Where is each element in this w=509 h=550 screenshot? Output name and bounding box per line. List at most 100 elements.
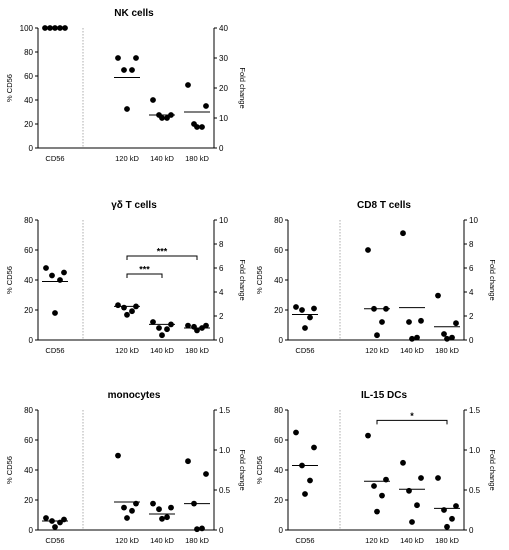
right-axis-label: Fold change xyxy=(238,259,247,300)
data-point xyxy=(379,492,385,499)
category-label: CD56 xyxy=(45,154,64,163)
data-point xyxy=(365,247,371,253)
right-tick-label: 1.5 xyxy=(219,406,231,415)
data-point xyxy=(185,458,191,465)
left-tick-label: 40 xyxy=(274,276,283,285)
right-tick-label: 0 xyxy=(219,526,224,535)
data-point xyxy=(449,515,455,522)
data-point xyxy=(379,319,385,325)
right-tick-label: 10 xyxy=(469,216,478,225)
data-point xyxy=(307,477,313,484)
left-tick-label: 40 xyxy=(274,466,283,475)
data-point xyxy=(164,326,170,333)
left-tick-label: 80 xyxy=(24,48,33,57)
left-axis-label: % CD56 xyxy=(5,266,14,294)
data-point xyxy=(185,82,191,88)
panel-title: CD8 T cells xyxy=(357,200,411,211)
category-label: 120 kD xyxy=(365,346,389,355)
category-label: 140 kD xyxy=(400,346,424,355)
data-point xyxy=(164,514,170,521)
significance-label: *** xyxy=(139,265,150,275)
data-point xyxy=(400,230,406,237)
data-point xyxy=(453,503,459,509)
data-point xyxy=(203,103,209,109)
data-point xyxy=(150,319,156,325)
data-point xyxy=(159,115,165,121)
category-label: 180 kD xyxy=(185,346,209,355)
category-label: 120 kD xyxy=(115,536,139,545)
data-point xyxy=(47,25,53,31)
data-point xyxy=(115,302,121,309)
chart-panel-4: IL-15 DCs 0 20 40 60 80 0 0.5 1.0 1.5 % CD56 Fold c… xyxy=(255,390,497,545)
data-point xyxy=(42,25,48,31)
data-point xyxy=(52,524,58,530)
data-point xyxy=(52,310,58,316)
data-point xyxy=(374,332,380,339)
data-point xyxy=(57,277,63,283)
category-label: 120 kD xyxy=(115,154,139,163)
data-point xyxy=(124,311,130,318)
data-point xyxy=(444,335,450,342)
right-tick-label: 40 xyxy=(219,24,228,33)
data-point xyxy=(115,452,121,459)
category-label: CD56 xyxy=(295,536,314,545)
data-point xyxy=(115,55,121,61)
left-axis-label: % CD56 xyxy=(255,456,264,484)
significance-bracket xyxy=(126,273,163,278)
category-label: 180 kD xyxy=(185,154,209,163)
data-point xyxy=(365,432,371,439)
data-point xyxy=(129,308,135,315)
left-tick-label: 80 xyxy=(24,216,33,225)
left-tick-label: 40 xyxy=(24,466,33,475)
left-tick-label: 80 xyxy=(274,406,283,415)
panel-title: monocytes xyxy=(108,390,161,401)
data-point xyxy=(414,502,420,509)
significance-label: * xyxy=(410,411,414,421)
data-point xyxy=(133,55,139,61)
data-point xyxy=(418,475,424,481)
right-axis-label: Fold change xyxy=(238,67,247,108)
right-tick-label: 4 xyxy=(469,288,474,297)
right-tick-label: 8 xyxy=(469,240,474,249)
panel-title: NK cells xyxy=(114,8,154,19)
right-tick-label: 6 xyxy=(469,264,474,273)
data-point xyxy=(409,335,415,342)
right-tick-label: 30 xyxy=(219,54,228,63)
right-tick-label: 8 xyxy=(219,240,224,249)
chart-panel-1: γδ T cells 0 20 40 60 80 0 2 4 6 8 10 % CD56 Fold cha… xyxy=(5,200,247,355)
data-point xyxy=(57,25,63,31)
left-tick-label: 80 xyxy=(24,406,33,415)
right-axis-label: Fold change xyxy=(238,449,247,490)
category-label: 180 kD xyxy=(435,536,459,545)
data-point xyxy=(302,325,308,331)
data-point xyxy=(168,504,174,511)
data-point xyxy=(164,115,170,121)
data-point xyxy=(444,523,450,530)
data-point xyxy=(129,507,135,514)
right-tick-label: 10 xyxy=(219,216,228,225)
data-point xyxy=(124,106,130,112)
category-label: 140 kD xyxy=(400,536,424,545)
category-label: 120 kD xyxy=(365,536,389,545)
data-point xyxy=(400,459,406,466)
left-tick-label: 60 xyxy=(274,246,283,255)
right-tick-label: 1.5 xyxy=(469,406,481,415)
right-tick-label: 10 xyxy=(219,114,228,123)
data-point xyxy=(121,304,127,311)
data-point xyxy=(311,305,317,312)
data-point xyxy=(159,515,165,522)
data-point xyxy=(49,272,55,279)
data-point xyxy=(435,292,441,299)
data-point xyxy=(293,429,299,436)
chart-panel-3: monocytes 0 20 40 60 80 0 0.5 1.0 1.5 % CD56 Fold c… xyxy=(5,390,247,545)
category-label: 180 kD xyxy=(435,346,459,355)
left-tick-label: 100 xyxy=(20,24,34,33)
data-point xyxy=(156,325,162,331)
left-tick-label: 0 xyxy=(279,336,284,345)
left-axis-label: % CD56 xyxy=(5,74,14,102)
left-tick-label: 0 xyxy=(29,144,34,153)
left-tick-label: 20 xyxy=(24,120,33,129)
data-point xyxy=(414,334,420,341)
data-point xyxy=(203,471,209,477)
